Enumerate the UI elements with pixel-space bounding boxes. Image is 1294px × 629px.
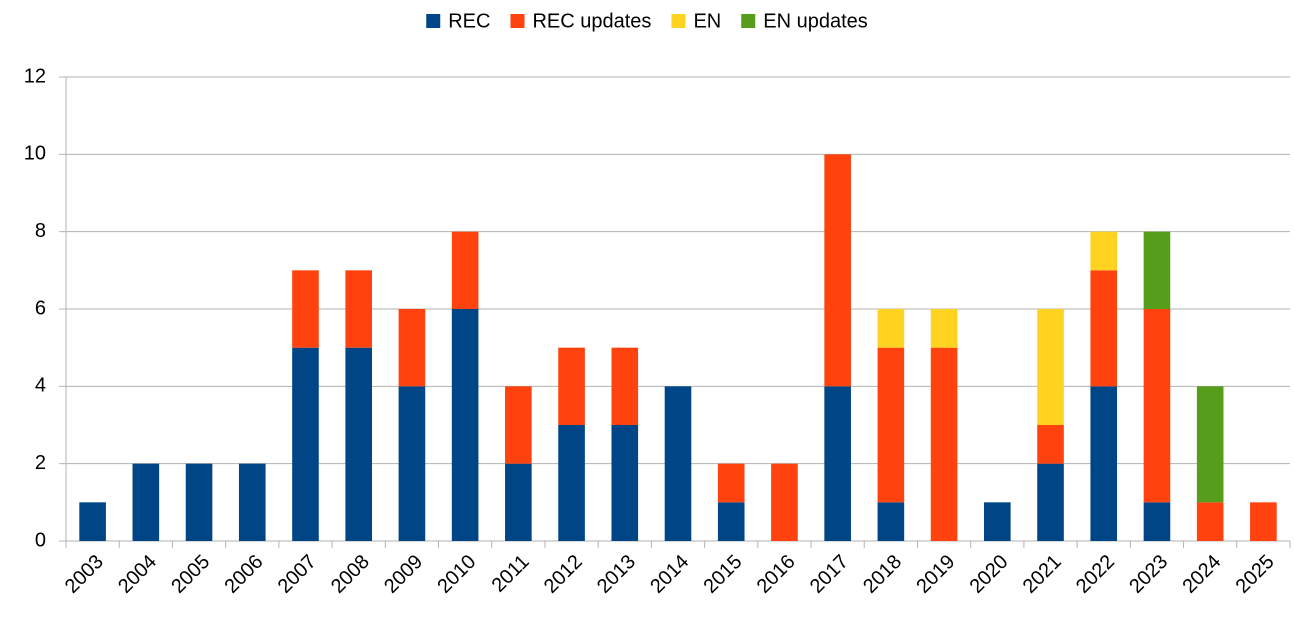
bar-segment bbox=[451, 309, 479, 541]
bar-segment bbox=[1090, 386, 1118, 541]
x-tick-label: 2009 bbox=[380, 551, 427, 598]
bar-segment bbox=[185, 463, 213, 541]
y-tick-label: 10 bbox=[24, 143, 46, 165]
x-tick-label: 2018 bbox=[859, 551, 906, 598]
y-tick-label: 2 bbox=[35, 452, 46, 474]
bar-segment bbox=[292, 347, 319, 541]
bar-segment bbox=[1250, 502, 1277, 541]
x-tick-label: 2007 bbox=[274, 551, 321, 598]
x-tick-label: 2025 bbox=[1232, 551, 1279, 598]
bar-segment bbox=[877, 309, 905, 348]
legend-swatch bbox=[510, 14, 525, 28]
bar-segment bbox=[1143, 309, 1171, 503]
legend-label: REC updates bbox=[532, 10, 651, 32]
legend-swatch bbox=[741, 14, 756, 28]
y-tick-label: 4 bbox=[35, 375, 46, 397]
bar-segment bbox=[930, 309, 958, 348]
bar-segment bbox=[558, 425, 585, 541]
x-tick-label: 2013 bbox=[593, 551, 640, 598]
bar-segment bbox=[505, 463, 532, 541]
bar-segment bbox=[238, 463, 266, 541]
bar-segment bbox=[664, 386, 692, 541]
bar-segment bbox=[292, 270, 319, 348]
x-tick-label: 2024 bbox=[1178, 551, 1225, 598]
x-tick-label: 2005 bbox=[167, 551, 214, 598]
bar-segment bbox=[984, 502, 1011, 541]
x-tick-label: 2015 bbox=[699, 551, 746, 598]
bar-segment bbox=[877, 347, 905, 503]
y-tick-label: 8 bbox=[35, 220, 46, 242]
x-tick-label: 2021 bbox=[1019, 551, 1066, 598]
bar-segment bbox=[345, 347, 372, 541]
bar-segment bbox=[1090, 231, 1118, 271]
y-tick-label: 6 bbox=[35, 297, 46, 319]
bar-segment bbox=[79, 502, 106, 541]
bar-segment bbox=[824, 386, 851, 541]
bar-segment bbox=[611, 347, 639, 425]
x-tick-label: 2019 bbox=[912, 551, 959, 598]
bar-segment bbox=[505, 386, 532, 464]
bar-segment bbox=[824, 154, 851, 387]
x-tick-label: 2008 bbox=[327, 551, 374, 598]
bar-segment bbox=[1037, 309, 1064, 425]
x-tick-label: 2012 bbox=[540, 551, 587, 598]
legend-swatch bbox=[671, 14, 686, 28]
bar-segment bbox=[1037, 463, 1064, 541]
bar-segment bbox=[451, 231, 479, 309]
bar-segment bbox=[558, 347, 585, 425]
legend-label: EN bbox=[693, 10, 721, 32]
x-tick-label: 2011 bbox=[488, 551, 534, 597]
bar-segment bbox=[1037, 425, 1064, 464]
bar-segment bbox=[611, 425, 639, 541]
x-tick-label: 2020 bbox=[966, 551, 1013, 598]
bar-segment bbox=[1090, 270, 1118, 387]
bar-segment bbox=[771, 463, 798, 541]
x-tick-label: 2023 bbox=[1125, 551, 1172, 598]
x-tick-label: 2014 bbox=[646, 551, 693, 598]
x-tick-label: 2022 bbox=[1072, 551, 1119, 598]
bar-segment bbox=[398, 309, 426, 387]
y-tick-label: 0 bbox=[35, 529, 46, 551]
bar-segment bbox=[1196, 502, 1224, 541]
x-tick-label: 2017 bbox=[806, 551, 853, 598]
bar-segment bbox=[717, 502, 745, 541]
bar-segment bbox=[1196, 386, 1224, 503]
legend-label: EN updates bbox=[763, 10, 868, 32]
x-tick-label: 2004 bbox=[114, 551, 161, 598]
bar-segment bbox=[717, 463, 745, 503]
y-tick-label: 12 bbox=[24, 65, 46, 87]
bar-segment bbox=[398, 386, 426, 541]
bar-segment bbox=[877, 502, 905, 541]
legend-label: REC bbox=[448, 10, 490, 32]
legend-swatch bbox=[426, 14, 441, 28]
x-tick-label: 2003 bbox=[61, 551, 108, 598]
bar-segment bbox=[132, 463, 160, 541]
bar-segment bbox=[1143, 502, 1171, 541]
bar-segment bbox=[930, 347, 958, 541]
x-tick-label: 2006 bbox=[221, 551, 268, 598]
x-tick-label: 2016 bbox=[753, 551, 800, 598]
x-tick-label: 2010 bbox=[433, 551, 480, 598]
bar-segment bbox=[345, 270, 372, 348]
bar-segment bbox=[1143, 231, 1171, 309]
